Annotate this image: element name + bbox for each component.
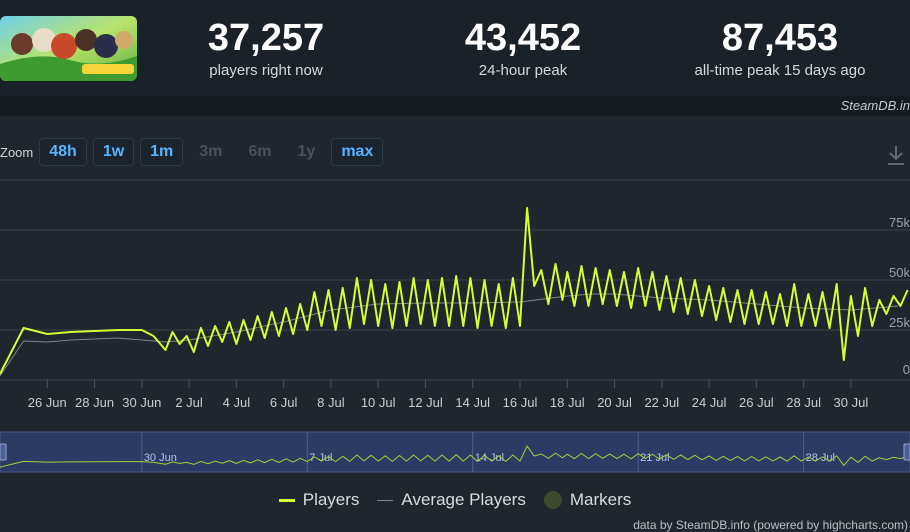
x-tick-label: 10 Jul bbox=[361, 395, 396, 410]
markers-swatch bbox=[543, 491, 562, 509]
24h-peak-label: 24-hour peak bbox=[478, 62, 568, 79]
x-tick-label: 12 Jul bbox=[408, 395, 443, 410]
x-tick-label: 14 Jul bbox=[455, 395, 490, 410]
zoom-48h-button[interactable]: 48h bbox=[39, 138, 87, 166]
navigator-label: 21 Jul bbox=[640, 452, 669, 464]
navigator[interactable]: 30 Jun 7 Jul 14 Jul 21 Jul 28 Jul bbox=[0, 431, 910, 473]
current-players-stat: 37,257 players right now bbox=[196, 18, 336, 79]
zoom-6m-button: 6m bbox=[248, 143, 272, 160]
x-tick-label: 4 Jul bbox=[223, 395, 251, 410]
zoom-3m-button: 3m bbox=[199, 143, 223, 160]
zoom-1m-button[interactable]: 1m bbox=[140, 138, 184, 166]
player-count-chart: 0 25k 50k 75k 26 Jun 28 Jun 30 Jun 2 Jul 4 Jul 6… bbox=[0, 179, 910, 473]
navigator-handle-left[interactable] bbox=[0, 443, 7, 461]
x-axis-labels: 26 Jun 28 Jun 30 Jun 2 Jul 4 Jul 6 Jul 8 Jul 10… bbox=[28, 380, 869, 410]
watermark-bar: SteamDB.in bbox=[0, 96, 910, 116]
current-players-label: players right now bbox=[209, 62, 323, 79]
x-tick-label: 22 Jul bbox=[644, 395, 679, 410]
game-banner-image[interactable] bbox=[0, 16, 137, 81]
chart-legend: Players Average Players Markers bbox=[0, 490, 910, 510]
all-time-peak-stat: 87,453 all-time peak 15 days ago bbox=[690, 18, 870, 79]
x-tick-label: 20 Jul bbox=[597, 395, 632, 410]
y-tick-label: 25k bbox=[889, 315, 910, 330]
y-tick-label: 50k bbox=[889, 265, 910, 280]
average-players-line bbox=[0, 293, 899, 377]
x-tick-label: 2 Jul bbox=[175, 395, 203, 410]
navigator-selection[interactable] bbox=[0, 431, 910, 473]
legend-average-label: Average Players bbox=[401, 490, 526, 509]
navigator-label: 7 Jul bbox=[309, 452, 332, 464]
x-tick-label: 6 Jul bbox=[270, 395, 298, 410]
players-line[interactable] bbox=[0, 207, 909, 375]
legend-players[interactable]: Players bbox=[278, 490, 360, 510]
zoom-max-button[interactable]: max bbox=[331, 138, 384, 166]
y-axis-labels: 0 25k 50k 75k bbox=[889, 215, 910, 377]
all-time-peak-label: all-time peak 15 days ago bbox=[694, 62, 866, 79]
legend-markers[interactable]: Markers bbox=[543, 490, 632, 510]
navigator-label: 30 Jun bbox=[144, 452, 177, 464]
x-tick-label: 30 Jul bbox=[834, 395, 869, 410]
navigator-label: 14 Jul bbox=[475, 452, 504, 464]
players-swatch bbox=[278, 498, 295, 502]
download-icon[interactable] bbox=[886, 143, 906, 167]
x-tick-label: 16 Jul bbox=[503, 395, 538, 410]
zoom-label: Zoom bbox=[0, 144, 34, 160]
legend-markers-label: Markers bbox=[569, 490, 632, 509]
legend-players-label: Players bbox=[302, 490, 360, 509]
stats-header: 37,257 players right now 43,452 24-hour … bbox=[0, 0, 910, 96]
zoom-controls: Zoom 48h 1w 1m 3m 6m 1y max bbox=[0, 137, 384, 167]
legend-average[interactable]: Average Players bbox=[377, 490, 526, 510]
zoom-1w-button[interactable]: 1w bbox=[92, 138, 135, 166]
x-tick-label: 26 Jun bbox=[28, 395, 67, 410]
x-tick-label: 8 Jul bbox=[317, 395, 345, 410]
x-tick-label: 26 Jul bbox=[739, 395, 774, 410]
x-tick-label: 28 Jul bbox=[786, 395, 821, 410]
zoom-1y-button: 1y bbox=[297, 143, 316, 160]
average-swatch bbox=[377, 499, 394, 501]
x-tick-label: 28 Jun bbox=[75, 395, 114, 410]
navigator-series bbox=[0, 445, 908, 468]
navigator-handle-right[interactable] bbox=[903, 443, 910, 461]
x-tick-label: 18 Jul bbox=[550, 395, 585, 410]
24h-peak-stat: 43,452 24-hour peak bbox=[443, 18, 603, 79]
chart-credits[interactable]: data by SteamDB.info (powered by highcha… bbox=[633, 518, 908, 532]
x-tick-label: 30 Jun bbox=[122, 395, 161, 410]
current-players-value: 37,257 bbox=[207, 17, 325, 59]
x-tick-label: 24 Jul bbox=[692, 395, 727, 410]
y-tick-label: 75k bbox=[889, 215, 910, 230]
y-tick-label: 0 bbox=[903, 362, 910, 377]
24h-peak-value: 43,452 bbox=[464, 17, 582, 59]
steamdb-watermark[interactable]: SteamDB.in bbox=[840, 98, 910, 113]
all-time-peak-value: 87,453 bbox=[721, 17, 839, 59]
